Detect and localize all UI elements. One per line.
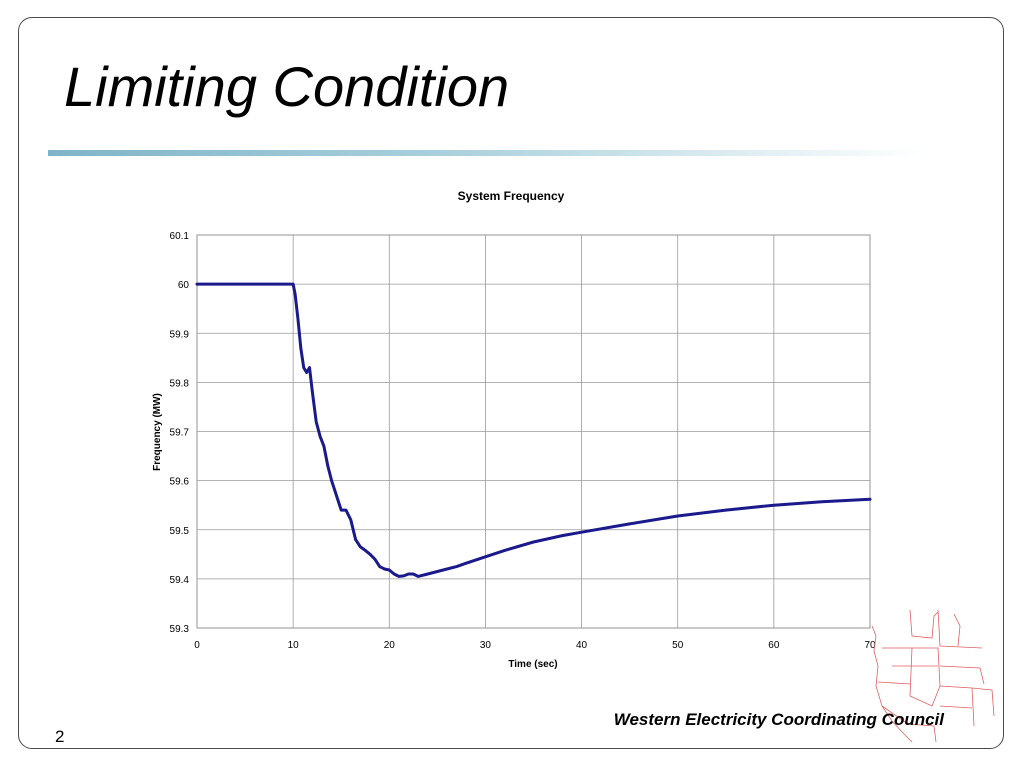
y-tick-label: 59.8	[170, 378, 190, 389]
x-tick-label: 30	[480, 640, 492, 651]
x-tick-labels: 0 10 20 30 40 50 60 70	[194, 640, 876, 651]
y-tick-label: 59.4	[170, 575, 190, 586]
frequency-series-line	[195, 282, 872, 578]
x-tick-label: 0	[194, 640, 200, 651]
slide-title: Limiting Condition	[64, 55, 510, 118]
y-tick-label: 59.9	[170, 329, 190, 340]
y-tick-label: 59.5	[170, 526, 190, 537]
y-tick-label: 60.1	[170, 231, 190, 242]
y-tick-labels: 59.3 59.4 59.5 59.6 59.7 59.8 59.9 60 60.1	[170, 231, 190, 635]
title-rule	[48, 150, 928, 156]
x-axis-label: Time (sec)	[508, 659, 557, 670]
page-number: 2	[55, 727, 65, 746]
y-tick-label: 59.6	[170, 477, 190, 488]
x-tick-label: 70	[864, 640, 876, 651]
x-tick-label: 40	[576, 640, 588, 651]
footer-organization: Western Electricity Coordinating Council	[613, 710, 944, 729]
y-tick-label: 59.3	[170, 624, 190, 635]
wecc-map-logo	[871, 609, 995, 743]
x-tick-label: 50	[672, 640, 684, 651]
y-tick-label: 59.7	[170, 428, 190, 439]
x-tick-label: 60	[768, 640, 780, 651]
x-tick-label: 20	[384, 640, 396, 651]
chart-title: System Frequency	[458, 189, 565, 203]
x-tick-label: 10	[288, 640, 300, 651]
y-tick-label: 60	[178, 280, 190, 291]
y-axis-label: Frequency (MW)	[152, 393, 163, 471]
gridlines	[196, 234, 871, 629]
